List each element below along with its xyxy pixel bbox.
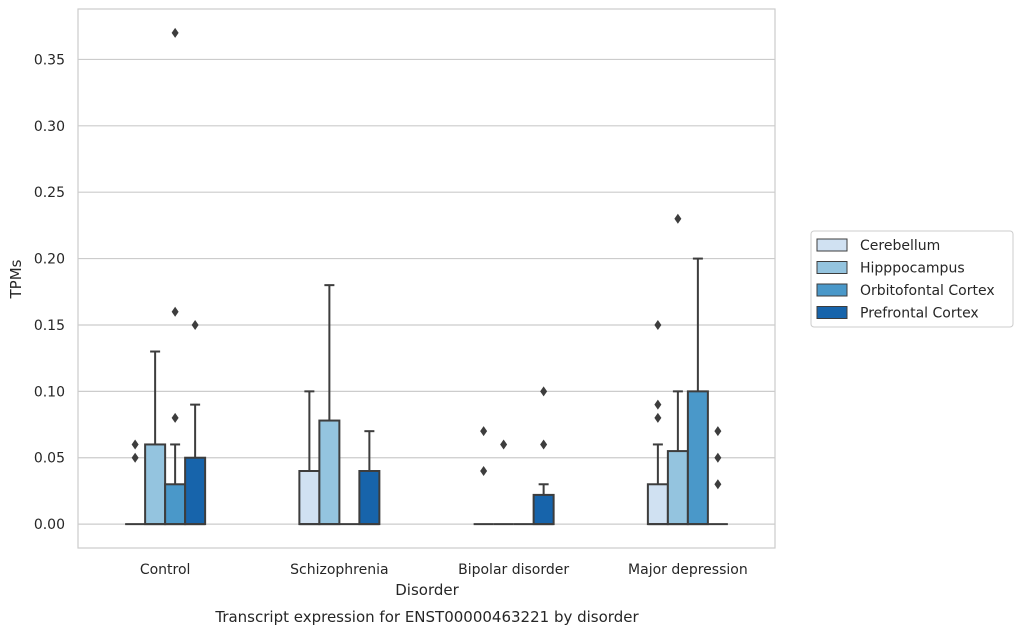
legend-swatch <box>816 261 848 274</box>
y-tick-label: 0.30 <box>34 119 65 135</box>
box-body <box>318 419 341 526</box>
outlier-point <box>674 213 682 224</box>
box-0-3 <box>184 319 207 526</box>
legend-label: Hipppocampus <box>860 261 965 277</box>
box-2-3 <box>532 386 555 526</box>
box-body <box>298 470 321 526</box>
legend-label: Prefrontal Cortex <box>860 306 979 322</box>
box-0-1 <box>144 350 167 526</box>
outlier-point <box>714 426 722 437</box>
legend-items: Cerebellum Hipppocampus Orbitofontal Corte… <box>816 238 995 322</box>
x-tick-labels: Control Schizophrenia Bipolar disorder Majo… <box>140 562 748 578</box>
box-body <box>686 390 709 526</box>
outlier-point <box>654 319 662 330</box>
box-3-0 <box>646 319 669 526</box>
outlier-point <box>540 439 548 450</box>
legend-label: Orbitofontal Cortex <box>860 283 995 299</box>
box-body <box>532 493 555 526</box>
legend-swatch <box>816 306 848 319</box>
outlier-point <box>714 479 722 490</box>
box-3-3 <box>707 426 728 526</box>
chart-caption: Transcript expression for ENST0000046322… <box>214 608 639 626</box>
box-body <box>144 443 167 526</box>
legend-frame <box>810 230 1014 328</box>
outlier-point <box>171 412 179 423</box>
outlier-point <box>171 306 179 317</box>
outlier-point <box>171 27 179 38</box>
plot-frame <box>77 8 776 549</box>
x-axis-label: Disorder <box>395 581 459 599</box>
box-body <box>646 483 669 526</box>
legend-swatch <box>816 238 848 252</box>
y-tick-label: 0.05 <box>34 451 65 467</box>
box-3-1 <box>666 213 689 526</box>
legend: Cerebellum Hipppocampus Orbitofontal Corte… <box>810 230 1014 328</box>
y-tick-labels: 0.00 0.05 0.10 0.15 0.20 0.25 0.30 0.35 <box>34 52 65 533</box>
box-3-2 <box>686 257 709 526</box>
outlier-point <box>191 319 199 330</box>
outlier-point <box>480 426 488 437</box>
outlier-point <box>480 466 488 476</box>
box-0-0 <box>125 439 146 526</box>
y-axis-label: TPMs <box>7 259 25 299</box>
box-body <box>666 450 689 526</box>
box-2-0 <box>473 426 494 526</box>
legend-label: Cerebellum <box>860 238 940 254</box>
marks-layer <box>125 27 728 526</box>
outlier-point <box>714 452 722 463</box>
box-1-3 <box>358 430 381 526</box>
box-body <box>184 456 207 526</box>
y-tick-label: 0.25 <box>34 185 65 201</box>
outlier-point <box>540 386 548 397</box>
box-1-0 <box>298 390 321 526</box>
outlier-point <box>500 439 508 450</box>
y-tick-label: 0.10 <box>34 384 65 400</box>
y-tick-label: 0.35 <box>34 52 65 68</box>
outlier-point <box>654 399 662 410</box>
outlier-point <box>131 439 139 450</box>
x-tick-label: Schizophrenia <box>290 562 388 578</box>
y-tick-label: 0.15 <box>34 318 65 334</box>
box-1-1 <box>318 284 341 526</box>
legend-swatch <box>816 283 848 297</box>
y-tick-label: 0.00 <box>34 517 65 533</box>
x-tick-label: Major depression <box>628 562 748 578</box>
box-body <box>164 483 187 526</box>
box-0-2 <box>164 27 187 526</box>
x-tick-label: Control <box>140 562 191 578</box>
outlier-point <box>131 452 139 463</box>
y-tick-label: 0.20 <box>34 252 65 268</box>
box-body <box>358 470 381 526</box>
box-2-1 <box>493 439 514 526</box>
x-tick-label: Bipolar disorder <box>458 562 569 578</box>
outlier-point <box>654 412 662 423</box>
